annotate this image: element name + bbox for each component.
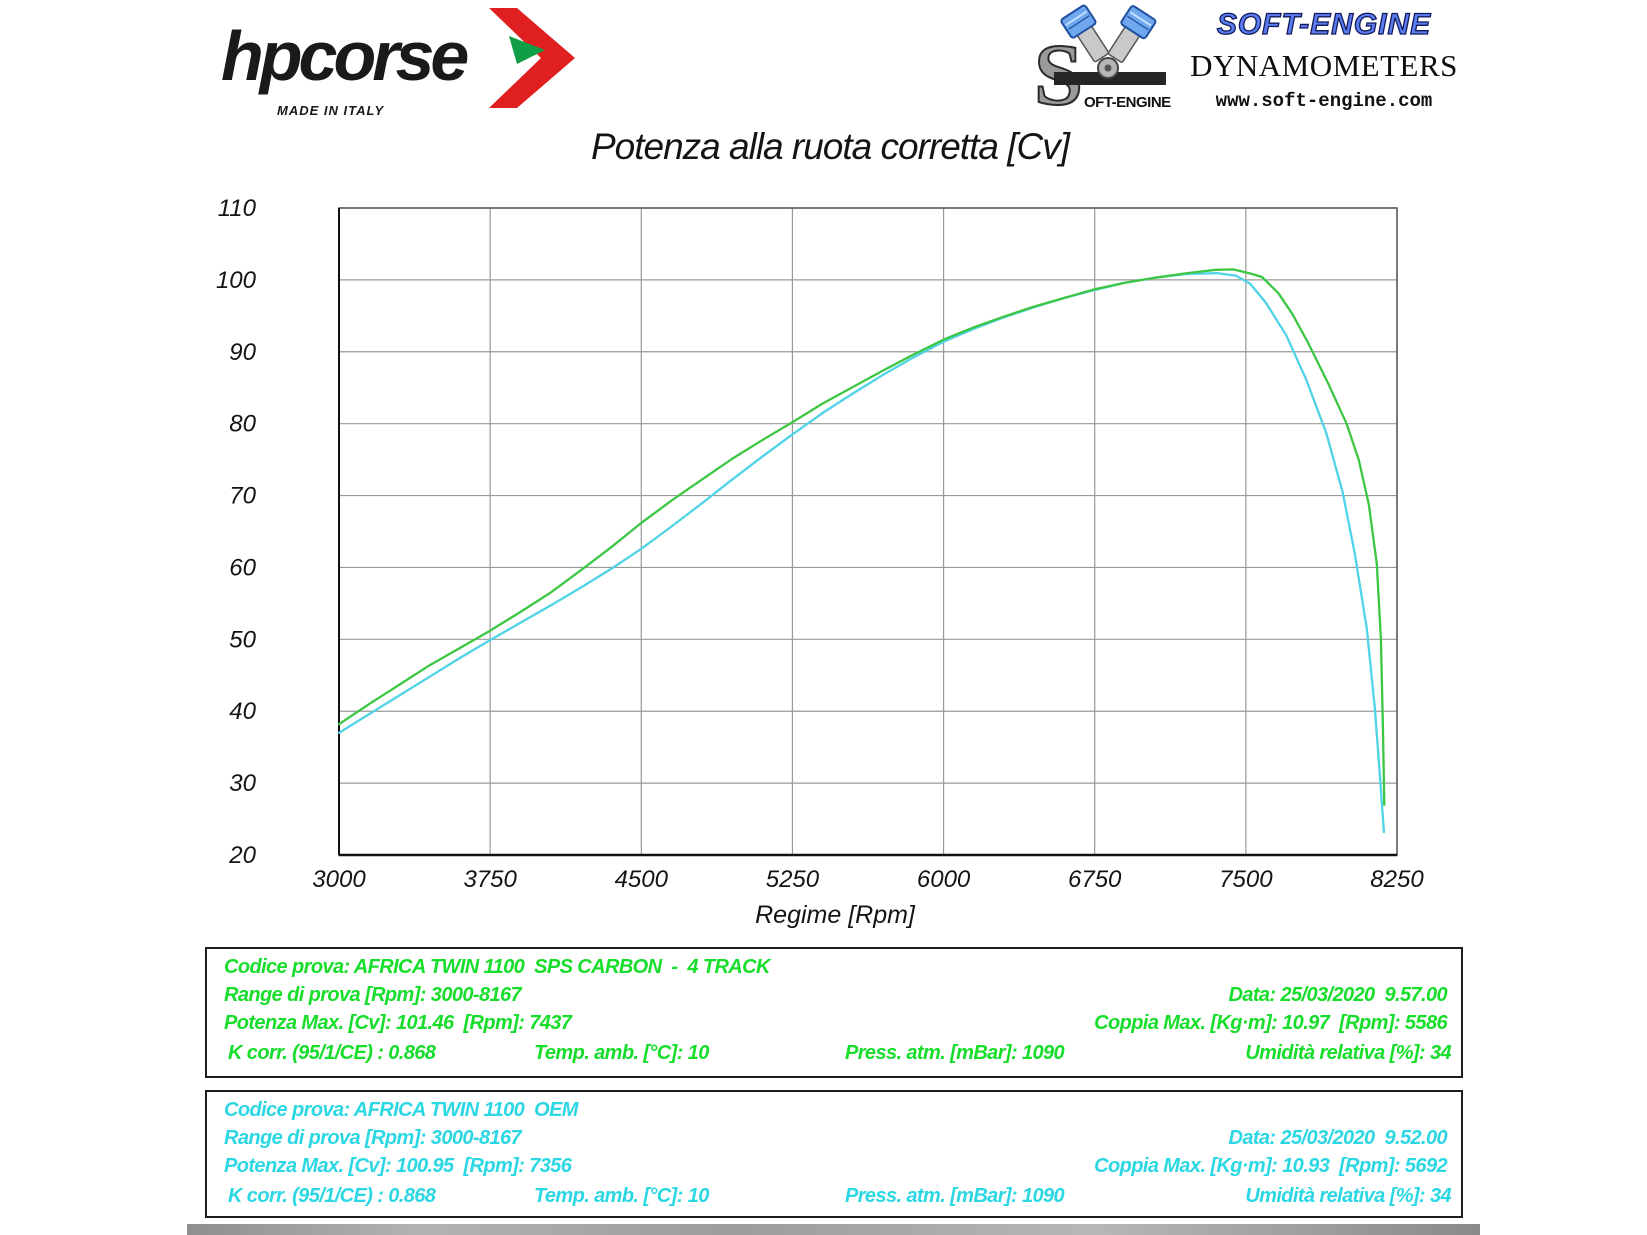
softengine-logo: S OFT-ENGINE SOFT-ENGINE bbox=[1032, 2, 1472, 122]
hpcorse-tagline: MADE IN ITALY bbox=[277, 103, 385, 118]
oem-k-corr: K corr. (95/1/CE) : 0.868 bbox=[228, 1185, 436, 1207]
hpcorse-logo: hpcorse MADE IN ITALY bbox=[195, 6, 595, 124]
x-tick-label: 3750 bbox=[463, 866, 517, 893]
sps-temp-amb: Temp. amb. [°C]: 10 bbox=[534, 1042, 709, 1064]
x-tick-label: 6750 bbox=[1068, 866, 1122, 893]
softengine-wordmark: SOFT-ENGINE bbox=[1216, 7, 1432, 41]
y-tick-label: 40 bbox=[229, 698, 256, 725]
x-tick-label: 5250 bbox=[766, 866, 820, 893]
oem-range-prova: Range di prova [Rpm]: 3000-8167 bbox=[224, 1127, 522, 1149]
x-tick-label: 6000 bbox=[917, 866, 971, 893]
oem-umidita: Umidità relativa [%]: 34 bbox=[1245, 1185, 1451, 1207]
y-tick-label: 50 bbox=[229, 626, 256, 653]
sps-coppia-max: Coppia Max. [Kg·m]: 10.97 [Rpm]: 5586 bbox=[1094, 1012, 1447, 1034]
x-tick-label: 8250 bbox=[1370, 866, 1424, 893]
sps-umidita: Umidità relativa [%]: 34 bbox=[1245, 1042, 1451, 1064]
power-chart-svg: 20 30 40 50 60 70 80 90 100 110 3000 3750 4500 5250 60… bbox=[216, 195, 1424, 929]
x-tick-label: 3000 bbox=[312, 866, 366, 893]
plot-border bbox=[338, 207, 1398, 856]
power-chart: 20 30 40 50 60 70 80 90 100 110 3000 3750 4500 5250 60… bbox=[180, 185, 1470, 950]
test-info-box-sps: Codice prova: AFRICA TWIN 1100 SPS CARBO… bbox=[205, 947, 1463, 1078]
x-axis-title: Regime [Rpm] bbox=[755, 901, 916, 929]
y-tick-label: 100 bbox=[216, 267, 257, 294]
sps-data-ora: Data: 25/03/2020 9.57.00 bbox=[1228, 984, 1447, 1006]
oem-potenza-max: Potenza Max. [Cv]: 100.95 [Rpm]: 7356 bbox=[224, 1155, 572, 1177]
softengine-s-inline-text: OFT-ENGINE bbox=[1084, 94, 1171, 111]
y-tick-label: 60 bbox=[229, 554, 256, 581]
sps-codice-prova: Codice prova: AFRICA TWIN 1100 SPS CARBO… bbox=[224, 956, 770, 978]
series-line-sps_carbon bbox=[337, 268, 1386, 806]
y-tick-label: 80 bbox=[229, 411, 256, 438]
oem-codice-prova: Codice prova: AFRICA TWIN 1100 OEM bbox=[224, 1099, 578, 1121]
y-tick-label: 70 bbox=[229, 483, 256, 510]
softengine-website: www.soft-engine.com bbox=[1215, 90, 1433, 112]
sps-potenza-max: Potenza Max. [Cv]: 101.46 [Rpm]: 7437 bbox=[224, 1012, 572, 1034]
softengine-subtitle: DYNAMOMETERS bbox=[1190, 48, 1458, 83]
y-tick-label: 20 bbox=[228, 842, 256, 869]
oem-coppia-max: Coppia Max. [Kg·m]: 10.93 [Rpm]: 5692 bbox=[1094, 1155, 1447, 1177]
oem-temp-amb: Temp. amb. [°C]: 10 bbox=[534, 1185, 709, 1207]
sps-range-prova: Range di prova [Rpm]: 3000-8167 bbox=[224, 984, 522, 1006]
x-tick-label: 7500 bbox=[1219, 866, 1273, 893]
x-tick-label: 4500 bbox=[615, 866, 669, 893]
scan-edge-artifact bbox=[187, 1224, 1480, 1235]
softengine-pistons-icon: S bbox=[1033, 4, 1166, 120]
series-line-oem bbox=[337, 271, 1386, 834]
oem-data-ora: Data: 25/03/2020 9.52.00 bbox=[1228, 1127, 1447, 1149]
test-info-box-oem: Codice prova: AFRICA TWIN 1100 OEM Range… bbox=[205, 1090, 1463, 1218]
y-tick-label: 90 bbox=[229, 339, 256, 366]
hpcorse-wordmark: hpcorse bbox=[221, 17, 469, 95]
hpcorse-arrow-icon bbox=[489, 8, 575, 108]
y-tick-label: 30 bbox=[229, 770, 256, 797]
oem-press-atm: Press. atm. [mBar]: 1090 bbox=[845, 1185, 1065, 1207]
y-tick-label: 110 bbox=[218, 195, 257, 222]
sps-k-corr: K corr. (95/1/CE) : 0.868 bbox=[228, 1042, 436, 1064]
chart-title: Potenza alla ruota corretta [Cv] bbox=[590, 126, 1070, 167]
sps-press-atm: Press. atm. [mBar]: 1090 bbox=[845, 1042, 1065, 1064]
